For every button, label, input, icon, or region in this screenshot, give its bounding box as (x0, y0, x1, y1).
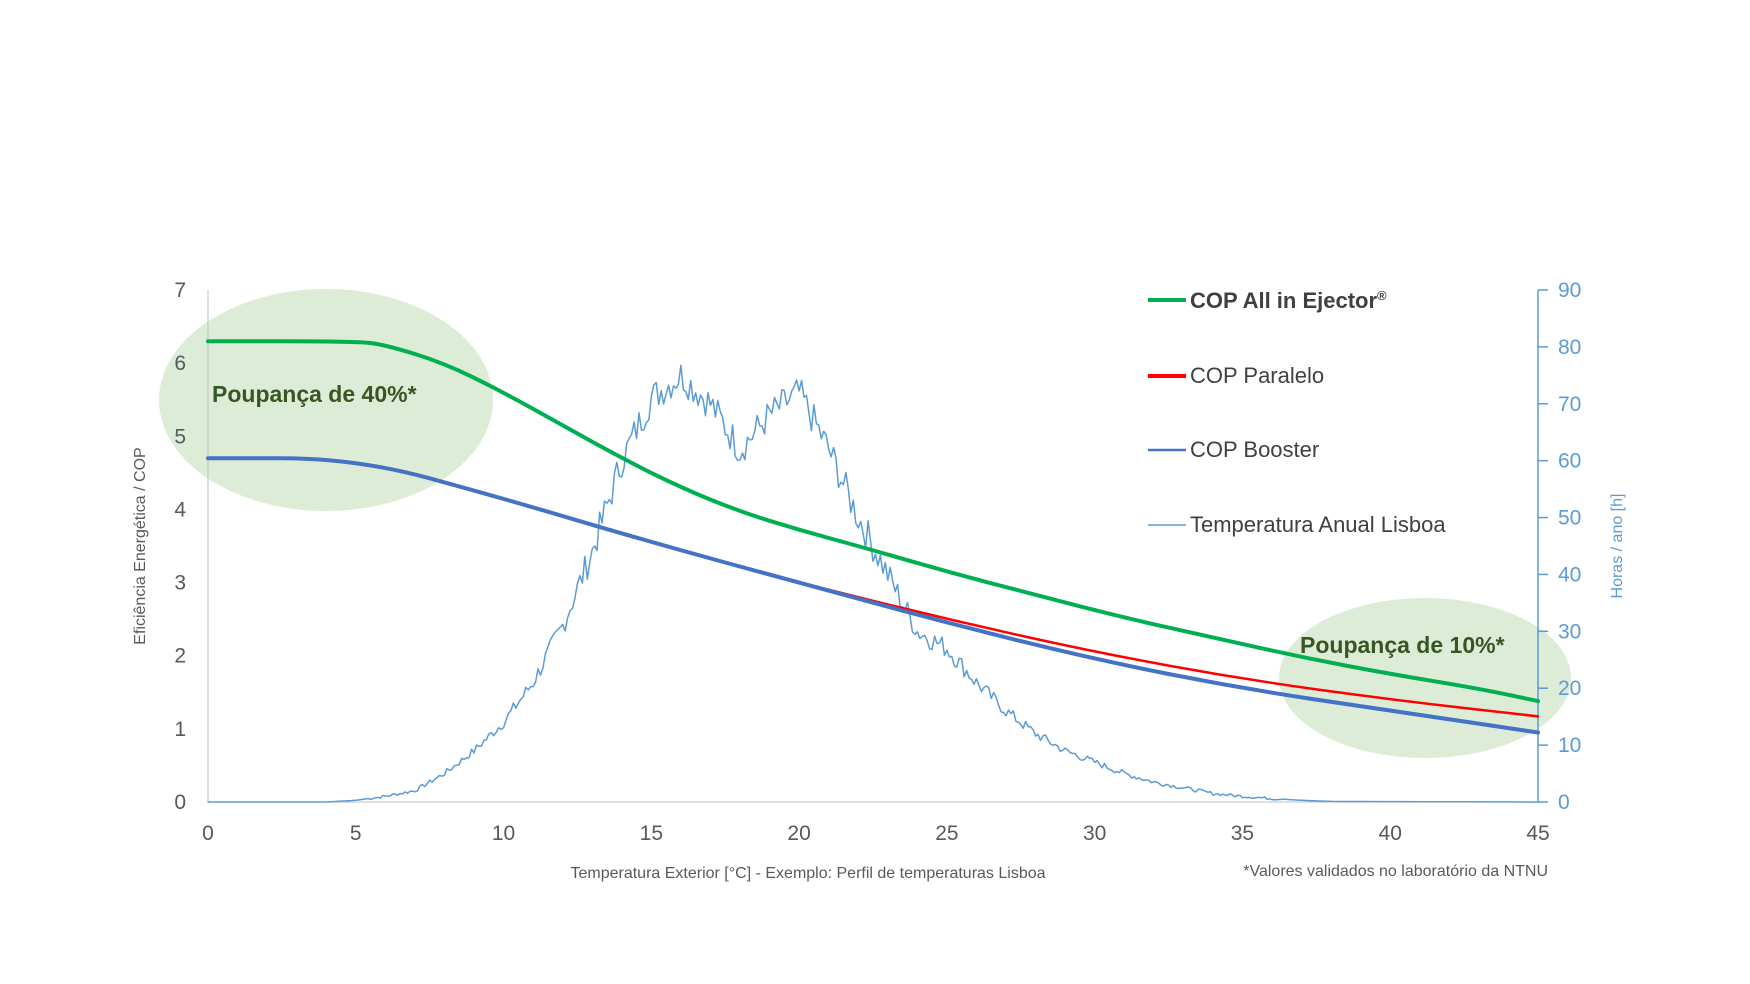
legend-label-booster: COP Booster (1190, 437, 1319, 462)
right-tick-label: 80 (1558, 336, 1581, 359)
right-tick-label: 20 (1558, 677, 1581, 700)
x-tick-label: 35 (1231, 822, 1254, 845)
series-line-temperatura-anual (207, 364, 1539, 803)
x-tick-label: 30 (1083, 822, 1106, 845)
savings-highlight-left (159, 289, 493, 511)
right-axis-ticks: 0 10 20 30 40 50 60 70 80 90 (1558, 279, 1581, 814)
savings-annotation-left: Poupança de 40%* (212, 381, 417, 407)
legend-item-booster: COP Booster (1148, 437, 1319, 462)
x-axis-ticks: 0 5 10 15 20 25 30 35 40 45 (202, 822, 1550, 845)
legend: COP All in Ejector® COP Paralelo COP Boo… (1148, 288, 1446, 537)
x-tick-label: 25 (935, 822, 958, 845)
right-axis-tick-marks (1538, 289, 1548, 803)
left-axis-ticks: 0 1 2 3 4 5 6 7 (174, 279, 186, 814)
left-tick-label: 3 (174, 572, 186, 595)
left-tick-label: 2 (174, 645, 186, 668)
y2-axis-title: Horas / ano [h] (1609, 494, 1626, 599)
left-tick-label: 4 (174, 498, 186, 521)
left-tick-label: 7 (174, 279, 186, 302)
footnote: *Valores validados no laboratório da NTN… (1243, 863, 1548, 880)
legend-item-paralelo: COP Paralelo (1148, 363, 1324, 388)
legend-item-all-in-ejector: COP All in Ejector® (1148, 288, 1387, 313)
right-tick-label: 10 (1558, 734, 1581, 757)
left-tick-label: 1 (174, 718, 186, 741)
legend-item-temperatura-anual: Temperatura Anual Lisboa (1148, 512, 1446, 537)
registered-mark: ® (1377, 288, 1387, 303)
legend-label-all-in-ejector: COP All in Ejector® (1190, 288, 1387, 313)
x-tick-label: 20 (787, 822, 810, 845)
right-tick-label: 40 (1558, 563, 1581, 586)
y-axis-title: Eficiência Energética / COP (132, 447, 149, 644)
series-line-all-in-ejector (206, 339, 1540, 704)
x-axis-title: Temperatura Exterior [°C] - Exemplo: Per… (570, 865, 1045, 882)
x-tick-label: 40 (1379, 822, 1402, 845)
right-tick-label: 90 (1558, 279, 1581, 302)
right-tick-label: 50 (1558, 507, 1581, 530)
right-tick-label: 0 (1558, 791, 1570, 814)
series-layer (206, 339, 1540, 803)
right-tick-label: 70 (1558, 393, 1581, 416)
x-tick-label: 0 (202, 822, 214, 845)
left-tick-label: 5 (174, 425, 186, 448)
series-line-paralelo (206, 456, 1540, 735)
x-tick-label: 45 (1526, 822, 1549, 845)
x-tick-label: 5 (350, 822, 362, 845)
x-tick-label: 15 (640, 822, 663, 845)
legend-label-paralelo: COP Paralelo (1190, 363, 1324, 388)
left-tick-label: 6 (174, 352, 186, 375)
left-tick-label: 0 (174, 791, 186, 814)
right-tick-label: 60 (1558, 450, 1581, 473)
right-tick-label: 30 (1558, 620, 1581, 643)
legend-label-temperatura-anual: Temperatura Anual Lisboa (1190, 512, 1446, 537)
savings-annotation-right: Poupança de 10%* (1300, 632, 1505, 658)
x-tick-label: 10 (492, 822, 515, 845)
